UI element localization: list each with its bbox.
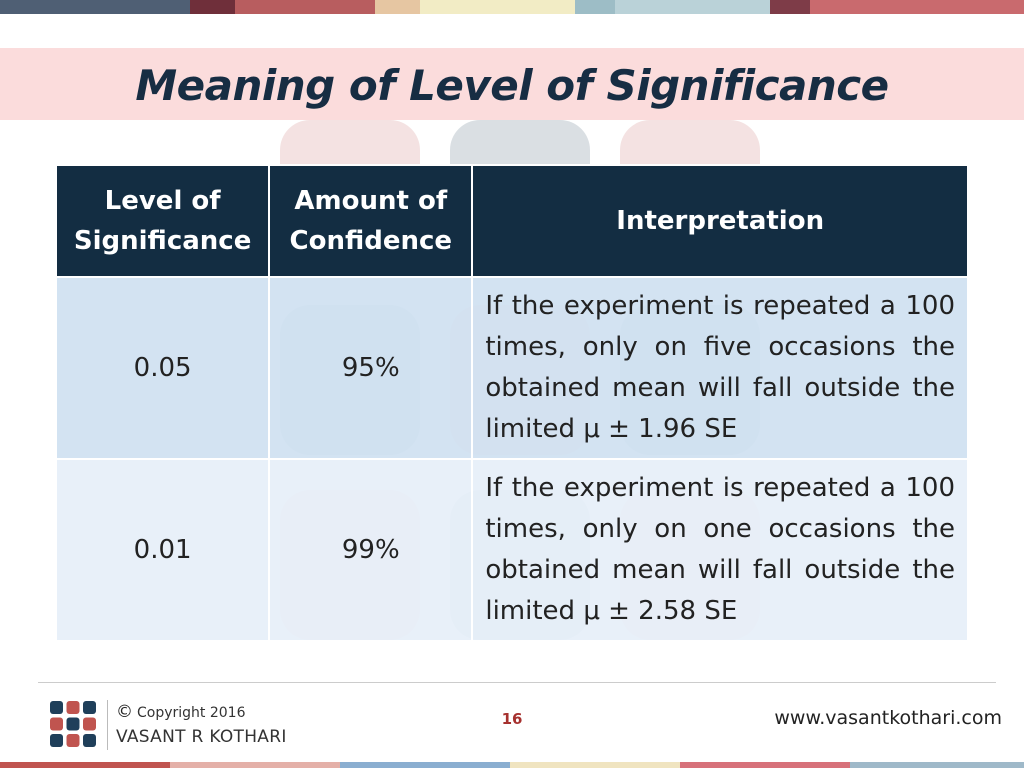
- table-row: 0.05 95% If the experiment is repeated a…: [54, 276, 969, 460]
- bottom-strip-segment: [0, 762, 170, 768]
- author-name: VASANT R KOTHARI: [116, 727, 287, 747]
- top-strip-segment: [420, 0, 575, 14]
- cell-interpretation: If the experiment is repeated a 100 time…: [471, 458, 969, 642]
- top-color-strip: [0, 0, 1024, 14]
- top-strip-segment: [770, 0, 810, 14]
- header-line: Level of: [104, 186, 221, 216]
- top-strip-segment: [810, 0, 1024, 14]
- bottom-strip-segment: [510, 762, 680, 768]
- top-strip-segment: [190, 0, 235, 14]
- top-strip-segment: [235, 0, 375, 14]
- top-strip-segment: [615, 0, 770, 14]
- table-header-row: Level of Significance Amount of Confiden…: [54, 164, 969, 278]
- significance-table: Level of Significance Amount of Confiden…: [54, 164, 969, 642]
- page-number: 16: [501, 710, 523, 728]
- bottom-color-strip: [0, 762, 1024, 768]
- bottom-strip-segment: [170, 762, 340, 768]
- table-row: 0.01 99% If the experiment is repeated a…: [54, 458, 969, 642]
- bottom-strip-segment: [680, 762, 850, 768]
- copyright-symbol: ©: [116, 702, 133, 722]
- cell-level: 0.01: [54, 458, 271, 642]
- header-amount-of-confidence: Amount of Confidence: [268, 164, 474, 278]
- cell-interpretation: If the experiment is repeated a 100 time…: [471, 276, 969, 460]
- bottom-strip-segment: [850, 762, 1024, 768]
- header-line: Amount of: [294, 186, 448, 216]
- logo-divider: [107, 700, 108, 750]
- cell-level: 0.05: [54, 276, 271, 460]
- cell-confidence: 95%: [268, 276, 474, 460]
- header-line: Significance: [73, 226, 252, 256]
- bottom-strip-segment: [340, 762, 510, 768]
- copyright: © Copyright 2016: [116, 703, 246, 722]
- cell-confidence: 99%: [268, 458, 474, 642]
- header-line: Confidence: [289, 226, 453, 256]
- vrk-logo-icon: [48, 699, 98, 749]
- footer-divider: [38, 682, 996, 683]
- top-strip-segment: [0, 0, 190, 14]
- title-band: [0, 48, 1024, 120]
- top-strip-segment: [375, 0, 420, 14]
- header-line: Interpretation: [616, 206, 825, 236]
- header-level-of-significance: Level of Significance: [54, 164, 271, 278]
- top-strip-segment: [575, 0, 615, 14]
- slide-title: Meaning of Level of Significance: [135, 61, 889, 110]
- website-link[interactable]: www.vasantkothari.com: [774, 707, 1002, 729]
- copyright-text: Copyright 2016: [137, 705, 246, 721]
- header-interpretation: Interpretation: [471, 164, 969, 278]
